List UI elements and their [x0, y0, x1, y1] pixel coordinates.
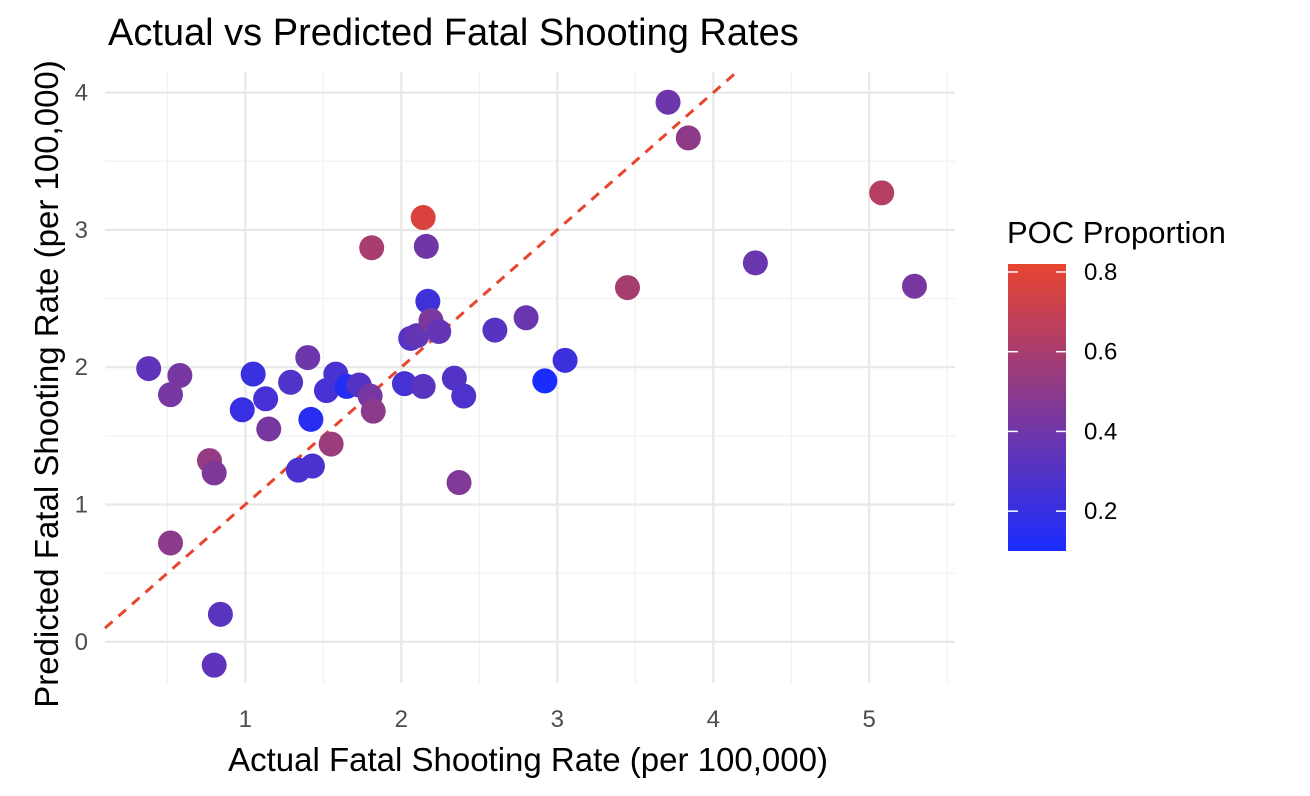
data-point	[614, 275, 640, 301]
legend-tick-label: 0.8	[1084, 259, 1117, 286]
data-point	[655, 89, 681, 115]
data-point	[201, 652, 227, 678]
data-point	[136, 356, 162, 382]
legend-title: POC Proportion	[1007, 215, 1226, 250]
data-point	[451, 383, 477, 409]
y-tick-label: 0	[75, 629, 88, 656]
legend-ticks: 0.2 0.4 0.6 0.8	[1008, 259, 1117, 525]
data-point	[410, 205, 436, 231]
y-axis-tick-labels: 0 1 2 3 4	[75, 80, 88, 656]
data-point	[532, 368, 558, 394]
x-tick-label: 5	[863, 706, 876, 733]
data-point	[298, 406, 324, 432]
data-point	[742, 250, 768, 276]
data-points	[136, 89, 927, 678]
data-point	[513, 305, 539, 331]
data-point	[295, 345, 321, 371]
data-point	[256, 416, 282, 442]
data-point	[278, 369, 304, 395]
data-point	[869, 180, 895, 206]
data-point	[158, 530, 184, 556]
y-tick-label: 2	[75, 354, 88, 381]
data-point	[446, 470, 472, 496]
data-point	[229, 397, 255, 423]
data-point	[253, 386, 279, 412]
legend-tick-label: 0.6	[1084, 339, 1117, 366]
legend-color-bar	[1008, 264, 1066, 551]
data-point	[410, 373, 436, 399]
chart-title: Actual vs Predicted Fatal Shooting Rates	[108, 12, 799, 54]
data-point	[201, 460, 227, 486]
legend-tick-label: 0.4	[1084, 418, 1117, 445]
y-tick-label: 1	[75, 492, 88, 519]
identity-reference-line	[104, 70, 738, 630]
data-point	[360, 398, 386, 424]
y-tick-label: 3	[75, 217, 88, 244]
y-tick-label: 4	[75, 80, 88, 107]
data-point	[240, 361, 266, 387]
grid-lines	[105, 72, 955, 683]
x-axis-title: Actual Fatal Shooting Rate (per 100,000)	[228, 741, 828, 778]
data-point	[318, 431, 344, 457]
color-legend: POC Proportion 0.2 0.4 0.6 0.8	[1007, 215, 1226, 551]
data-point	[413, 233, 439, 259]
data-point	[426, 319, 452, 345]
data-point	[415, 288, 441, 314]
y-axis-title: Predicted Fatal Shooting Rate (per 100,0…	[28, 60, 65, 708]
data-point	[482, 317, 508, 343]
x-tick-label: 1	[239, 706, 252, 733]
data-point	[167, 362, 193, 388]
data-point	[552, 347, 578, 373]
data-point	[675, 125, 701, 151]
data-point	[901, 273, 927, 299]
data-point	[359, 235, 385, 261]
x-axis-tick-labels: 1 2 3 4 5	[239, 706, 876, 733]
data-point	[391, 371, 417, 397]
data-point	[158, 382, 184, 408]
x-tick-label: 2	[395, 706, 408, 733]
data-point	[299, 453, 325, 479]
x-tick-label: 4	[707, 706, 720, 733]
legend-tick-label: 0.2	[1084, 498, 1117, 525]
x-tick-label: 3	[551, 706, 564, 733]
data-point	[207, 601, 233, 627]
